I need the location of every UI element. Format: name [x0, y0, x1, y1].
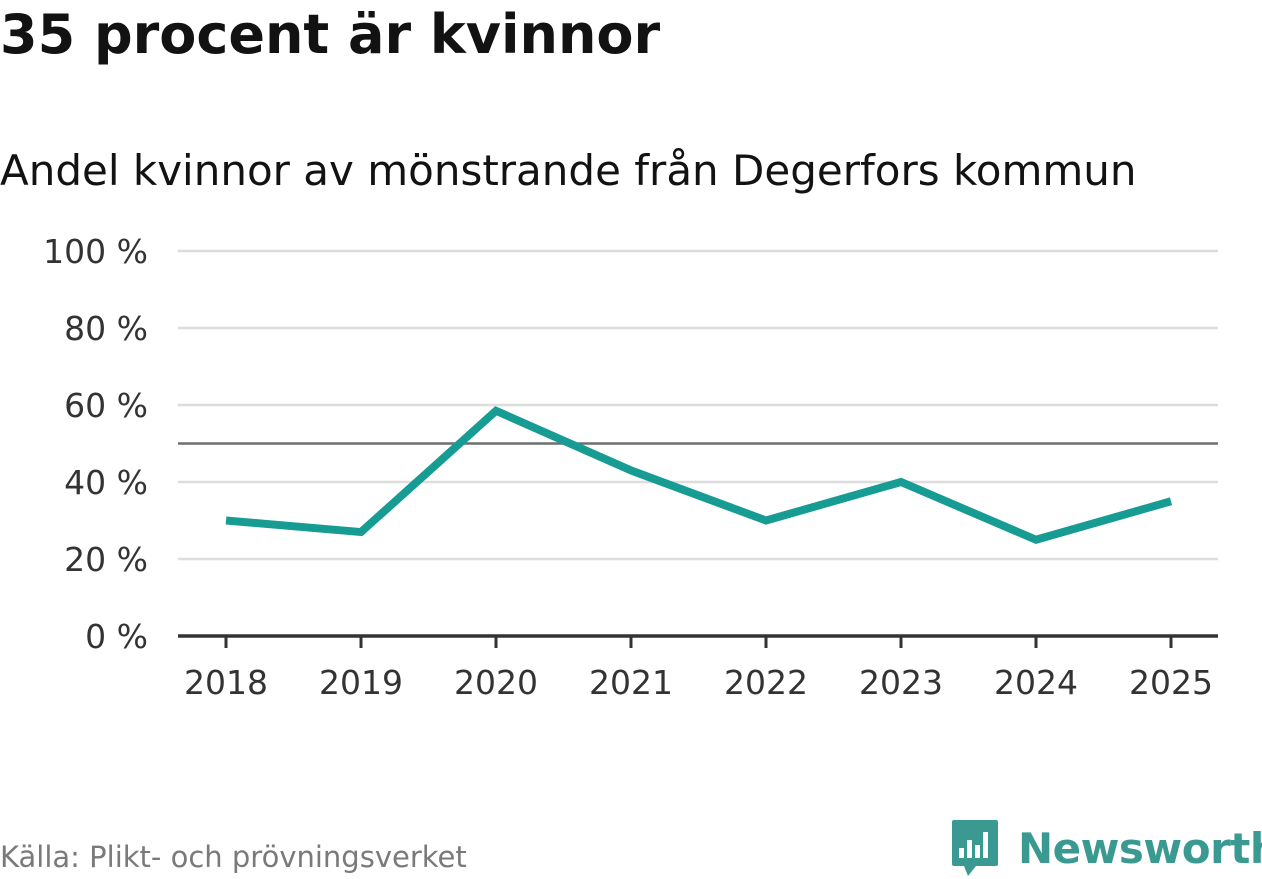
x-tick-label: 2024: [994, 663, 1078, 702]
y-tick-label: 80 %: [64, 309, 148, 348]
y-tick-label: 20 %: [64, 540, 148, 579]
line-chart: 0 % 20 % 40 % 60 % 80 % 100 % 2018 2019 2020 2021…: [43, 232, 1218, 702]
x-tick-label: 2022: [724, 663, 808, 702]
x-tick-label: 2020: [454, 663, 538, 702]
x-tick-label: 2021: [589, 663, 673, 702]
bar-chart-bubble-icon: [952, 820, 998, 876]
source-note: Källa: Plikt- och prövningsverket: [0, 840, 467, 874]
y-tick-label: 60 %: [64, 386, 148, 425]
brand-name: Newsworthy: [1018, 823, 1262, 873]
series-line: [225, 406, 1173, 544]
chart-title: 35 procent är kvinnor: [0, 3, 661, 66]
x-tick-label: 2023: [859, 663, 943, 702]
y-tick-label: 40 %: [64, 463, 148, 502]
y-tick-label: 100 %: [43, 232, 148, 271]
y-tick-label: 0 %: [85, 617, 148, 656]
x-tick-label: 2018: [184, 663, 268, 702]
chart-subtitle: Andel kvinnor av mönstrande från Degerfo…: [0, 146, 1137, 195]
x-tick-label: 2025: [1129, 663, 1213, 702]
newsworthy-logo: Newsworthy: [950, 818, 1262, 878]
x-tick-label: 2019: [319, 663, 403, 702]
